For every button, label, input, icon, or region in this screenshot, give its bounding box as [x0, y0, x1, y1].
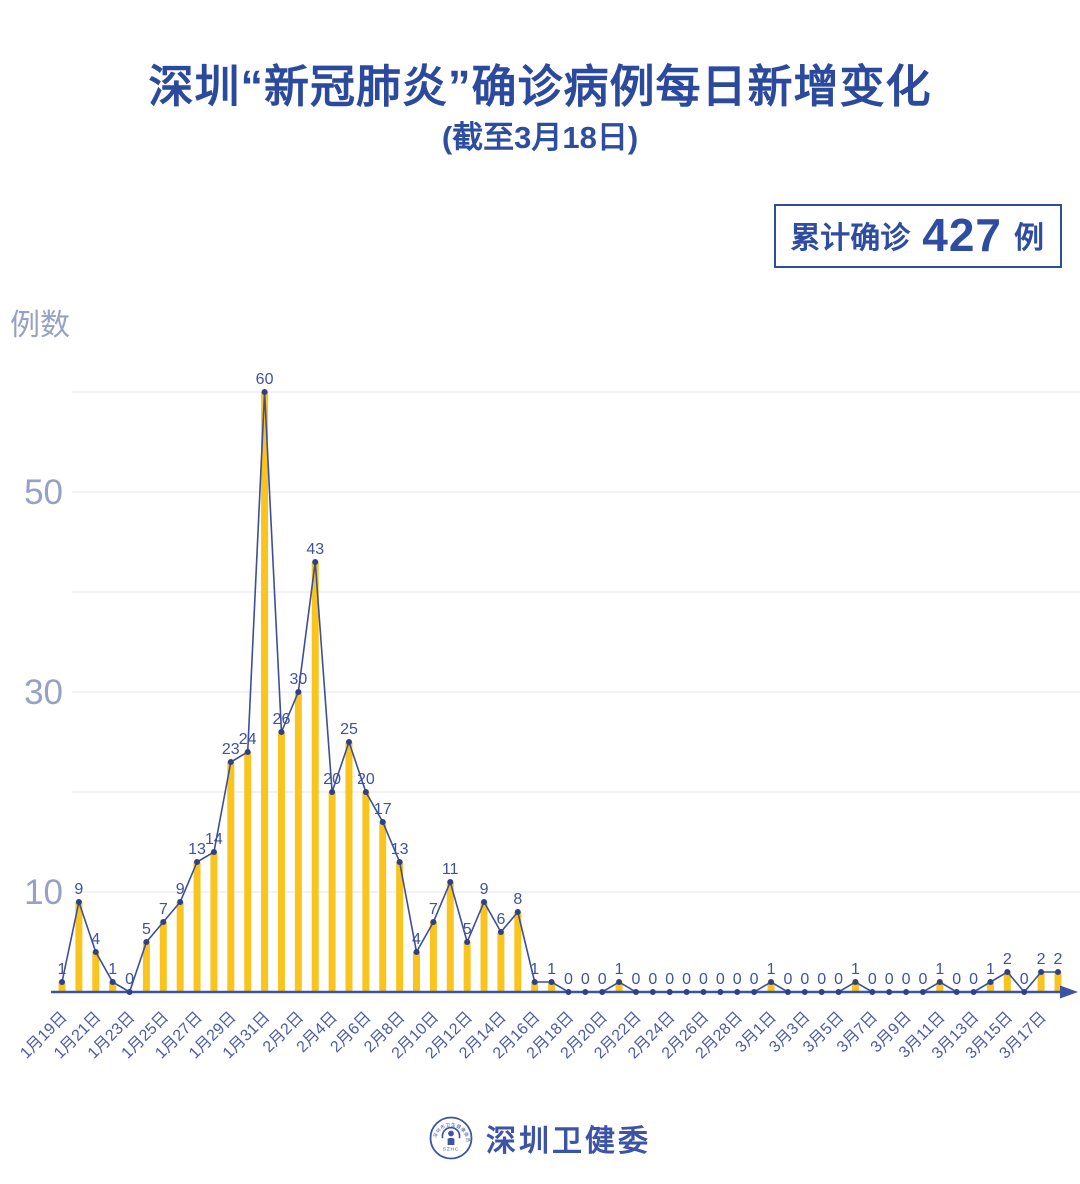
- svg-text:43: 43: [306, 541, 324, 558]
- svg-text:25: 25: [340, 721, 358, 738]
- cumulative-total-badge: 累计确诊 427 例: [774, 204, 1062, 268]
- svg-text:0: 0: [581, 971, 590, 988]
- svg-text:0: 0: [969, 971, 978, 988]
- badge-prefix-label: 累计确诊: [790, 222, 911, 255]
- svg-text:1: 1: [530, 961, 539, 978]
- svg-text:1: 1: [547, 961, 556, 978]
- bars: [58, 392, 1062, 992]
- page-title: 深圳“新冠肺炎”确诊病例每日新增变化: [148, 61, 932, 112]
- svg-text:0: 0: [665, 971, 674, 988]
- svg-text:1: 1: [58, 961, 67, 978]
- data-points: [59, 389, 1061, 995]
- svg-text:7: 7: [429, 901, 438, 918]
- x-axis: [51, 985, 1078, 999]
- logo-outer-ring: [429, 1116, 473, 1160]
- svg-text:0: 0: [682, 971, 691, 988]
- svg-text:1: 1: [935, 961, 944, 978]
- svg-text:26: 26: [273, 711, 291, 728]
- svg-text:5: 5: [142, 921, 151, 938]
- svg-text:0: 0: [699, 971, 708, 988]
- value-labels: 1941057913142324602630432025201713471159…: [58, 371, 1063, 988]
- svg-text:0: 0: [1020, 971, 1029, 988]
- svg-text:13: 13: [391, 841, 409, 858]
- logo-person-arms: [441, 1126, 461, 1139]
- footer: 深圳市卫生健康委员会 SZHC 深圳卫健委: [0, 1116, 1080, 1160]
- svg-text:2: 2: [1003, 951, 1012, 968]
- szhc-logo-icon: 深圳市卫生健康委员会 SZHC: [429, 1116, 473, 1160]
- svg-text:20: 20: [323, 771, 341, 788]
- y-axis-title: 例数: [10, 309, 70, 342]
- badge-unit-label: 例: [1014, 222, 1044, 255]
- svg-text:0: 0: [885, 971, 894, 988]
- svg-text:30: 30: [24, 673, 63, 712]
- svg-text:0: 0: [783, 971, 792, 988]
- svg-text:0: 0: [750, 971, 759, 988]
- svg-text:6: 6: [496, 911, 505, 928]
- svg-text:24: 24: [239, 731, 257, 748]
- svg-text:0: 0: [716, 971, 725, 988]
- svg-text:0: 0: [733, 971, 742, 988]
- y-tick-labels: 10 30 50: [24, 473, 63, 912]
- svg-text:17: 17: [374, 801, 392, 818]
- svg-text:20: 20: [357, 771, 375, 788]
- svg-text:13: 13: [188, 841, 206, 858]
- svg-text:4: 4: [412, 931, 421, 948]
- svg-text:0: 0: [834, 971, 843, 988]
- svg-text:0: 0: [918, 971, 927, 988]
- footer-org-name: 深圳卫健委: [486, 1125, 651, 1158]
- svg-text:0: 0: [952, 971, 961, 988]
- x-tick-labels: 1月19日1月21日1月23日1月25日1月27日1月29日1月31日2月2日2…: [17, 1009, 1050, 1063]
- svg-text:2: 2: [1037, 951, 1046, 968]
- logo-bottom-text: SZHC: [443, 1147, 459, 1153]
- svg-text:2: 2: [1054, 951, 1063, 968]
- svg-text:9: 9: [176, 881, 185, 898]
- svg-text:5: 5: [463, 921, 472, 938]
- svg-text:4: 4: [91, 931, 100, 948]
- svg-text:0: 0: [868, 971, 877, 988]
- svg-text:1: 1: [615, 961, 624, 978]
- svg-text:14: 14: [205, 831, 223, 848]
- svg-text:0: 0: [648, 971, 657, 988]
- logo-person-head: [448, 1130, 454, 1137]
- gridlines: [72, 391, 1080, 893]
- svg-text:8: 8: [513, 891, 522, 908]
- svg-text:1: 1: [108, 961, 117, 978]
- svg-text:0: 0: [817, 971, 826, 988]
- svg-text:60: 60: [256, 371, 274, 388]
- svg-text:10: 10: [24, 873, 63, 912]
- svg-text:7: 7: [159, 901, 168, 918]
- svg-text:0: 0: [632, 971, 641, 988]
- svg-text:1: 1: [851, 961, 860, 978]
- logo-person-body: [447, 1137, 455, 1145]
- svg-text:0: 0: [598, 971, 607, 988]
- svg-text:0: 0: [125, 971, 134, 988]
- svg-text:0: 0: [902, 971, 911, 988]
- svg-text:0: 0: [564, 971, 573, 988]
- svg-text:例数: 例数: [10, 309, 70, 342]
- svg-text:11: 11: [442, 861, 459, 878]
- svg-text:9: 9: [74, 881, 83, 898]
- svg-text:23: 23: [222, 741, 240, 758]
- badge-total-value: 427: [922, 209, 1002, 261]
- svg-text:50: 50: [24, 473, 63, 512]
- svg-text:9: 9: [480, 881, 489, 898]
- svg-text:1: 1: [767, 961, 776, 978]
- svg-text:30: 30: [289, 671, 307, 688]
- svg-text:1: 1: [986, 961, 995, 978]
- page-subtitle: (截至3月18日): [441, 120, 639, 155]
- svg-text:0: 0: [800, 971, 809, 988]
